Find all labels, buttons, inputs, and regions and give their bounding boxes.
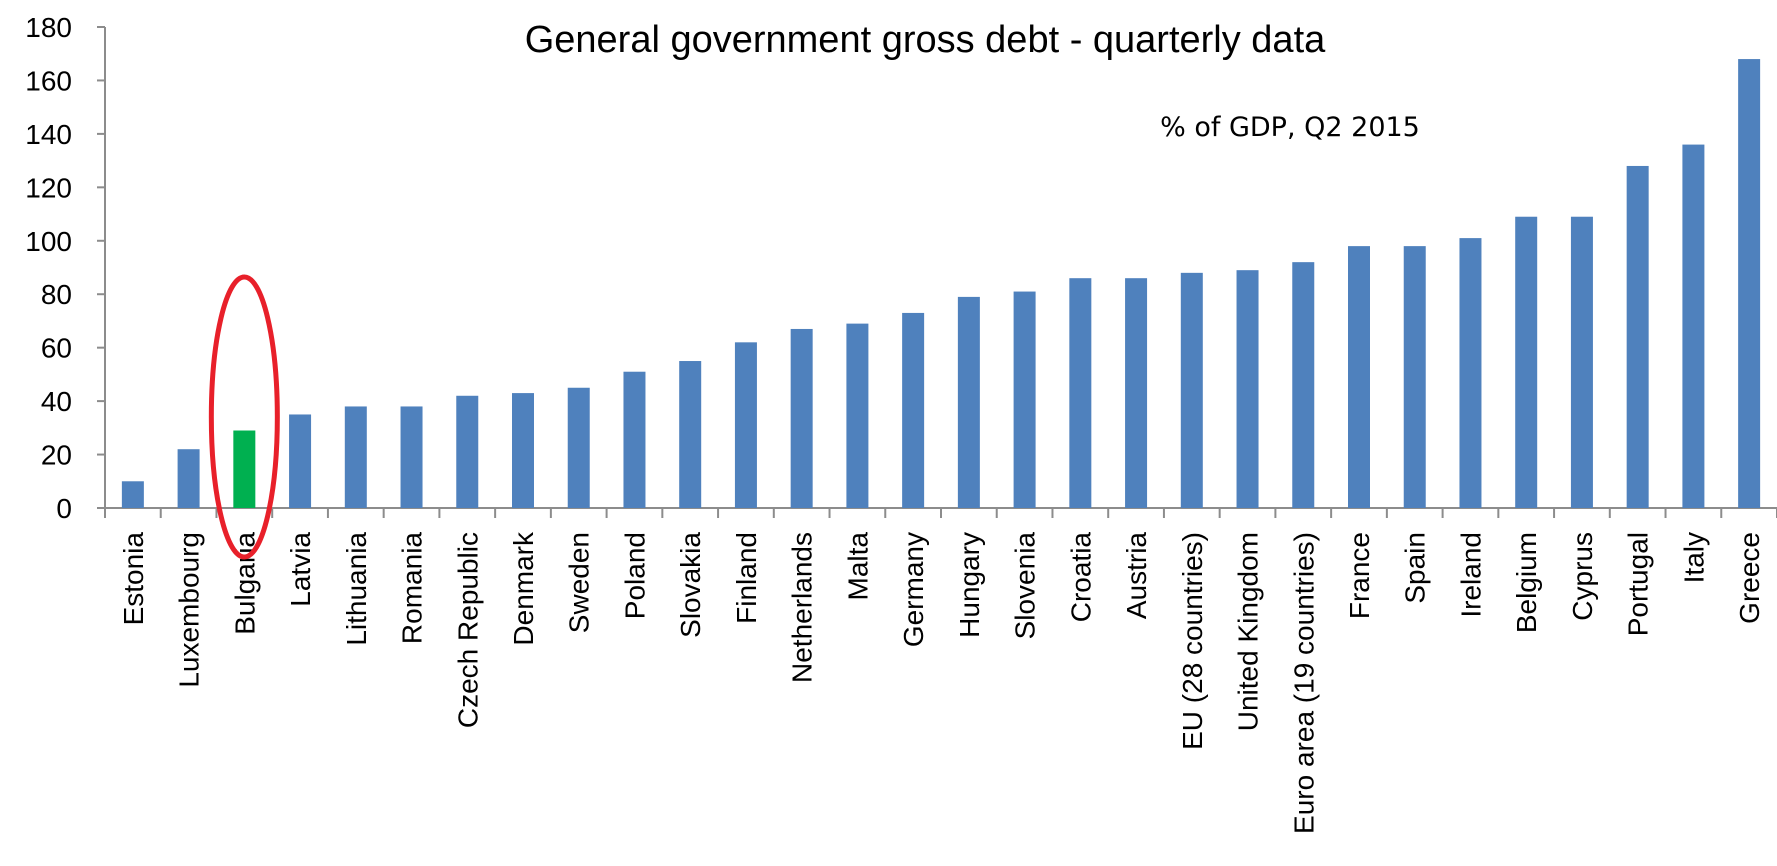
- chart-subtitle: % of GDP, Q2 2015: [1160, 112, 1420, 143]
- x-tick-label: Belgium: [1511, 532, 1542, 633]
- bars: [121, 59, 1761, 509]
- bar-ireland: [1459, 238, 1482, 508]
- x-tick-label: Hungary: [954, 532, 985, 638]
- bar-slovenia: [1013, 291, 1036, 508]
- y-tick-label: 140: [25, 119, 72, 150]
- chart-title: General government gross debt - quarterl…: [525, 19, 1326, 61]
- y-tick-label: 100: [25, 226, 72, 257]
- x-tick-label: Romania: [397, 532, 428, 644]
- bar-united-kingdom: [1236, 270, 1259, 508]
- bar-bulgaria: [233, 430, 256, 508]
- bar-slovakia: [679, 361, 702, 508]
- bar-malta: [846, 323, 869, 508]
- y-tick-label: 180: [25, 12, 72, 43]
- highlight-ellipse: [208, 274, 280, 560]
- x-tick-label: France: [1344, 532, 1375, 619]
- x-tick-label: Slovenia: [1010, 532, 1041, 640]
- bar-sweden: [567, 387, 590, 508]
- x-tick-label: Ireland: [1455, 532, 1486, 618]
- x-tick-label: Greece: [1734, 532, 1765, 624]
- x-tick-label: Netherlands: [787, 532, 818, 683]
- bar-finland: [734, 342, 757, 508]
- x-tick-label: United Kingdom: [1233, 532, 1264, 731]
- x-tick-label: Sweden: [564, 532, 595, 633]
- x-tick-label: Poland: [619, 532, 650, 619]
- bar-luxembourg: [177, 449, 200, 508]
- y-tick-label: 20: [41, 440, 72, 471]
- bar-lithuania: [344, 406, 367, 508]
- bar-hungary: [957, 296, 980, 508]
- x-tick-label: Austria: [1121, 532, 1152, 620]
- y-tick-label: 120: [25, 172, 72, 203]
- x-tick-label: Latvia: [285, 532, 316, 607]
- bar-cyprus: [1570, 216, 1593, 508]
- x-tick-label: Finland: [731, 532, 762, 624]
- y-tick-label: 160: [25, 65, 72, 96]
- bar-estonia: [121, 481, 144, 508]
- bar-belgium: [1515, 216, 1538, 508]
- x-tick-label: Estonia: [118, 532, 149, 626]
- x-tick-label: EU (28 countries): [1177, 532, 1208, 750]
- y-axis-ticks: 0 20 40 60 80 100 120 140 160 180: [25, 12, 105, 524]
- x-tick-label: Portugal: [1623, 532, 1654, 636]
- bar-czech-republic: [456, 395, 479, 508]
- bar-denmark: [512, 393, 534, 508]
- x-tick-label: Luxembourg: [174, 532, 205, 688]
- bar-euro-area-19-countries: [1292, 262, 1315, 508]
- bar-latvia: [289, 414, 312, 508]
- y-tick-label: 40: [41, 386, 72, 417]
- x-tick-label: Denmark: [508, 531, 539, 646]
- annotation: [208, 274, 280, 560]
- bar-poland: [623, 371, 646, 508]
- x-tick-label: Euro area (19 countries): [1288, 532, 1319, 834]
- bar-portugal: [1626, 165, 1649, 508]
- x-tick-label: Croatia: [1065, 532, 1096, 623]
- bar-spain: [1403, 246, 1426, 508]
- bar-croatia: [1069, 278, 1092, 508]
- x-tick-label: Malta: [842, 532, 873, 601]
- x-tick-label: Lithuania: [341, 532, 372, 646]
- x-tick-label: Cyprus: [1567, 532, 1598, 621]
- y-tick-label: 0: [56, 493, 72, 524]
- bar-netherlands: [790, 328, 813, 508]
- x-tick-label: Italy: [1678, 532, 1709, 583]
- x-tick-label: Germany: [898, 532, 929, 647]
- y-tick-label: 80: [41, 279, 72, 310]
- y-tick-label: 60: [41, 333, 72, 364]
- x-tick-label: Spain: [1400, 532, 1431, 604]
- bar-eu-28-countries: [1180, 272, 1203, 508]
- bar-romania: [400, 406, 423, 508]
- bar-france: [1348, 246, 1370, 508]
- x-tick-label: Czech Republic: [452, 532, 483, 728]
- bar-greece: [1738, 59, 1761, 509]
- x-tick-label: Slovakia: [675, 532, 706, 638]
- x-axis-ticks: Estonia Luxembourg Bulgaria Latvia Lithuania…: [104, 508, 1777, 834]
- bar-italy: [1682, 144, 1705, 509]
- bar-austria: [1125, 278, 1148, 508]
- bar-germany: [902, 312, 925, 508]
